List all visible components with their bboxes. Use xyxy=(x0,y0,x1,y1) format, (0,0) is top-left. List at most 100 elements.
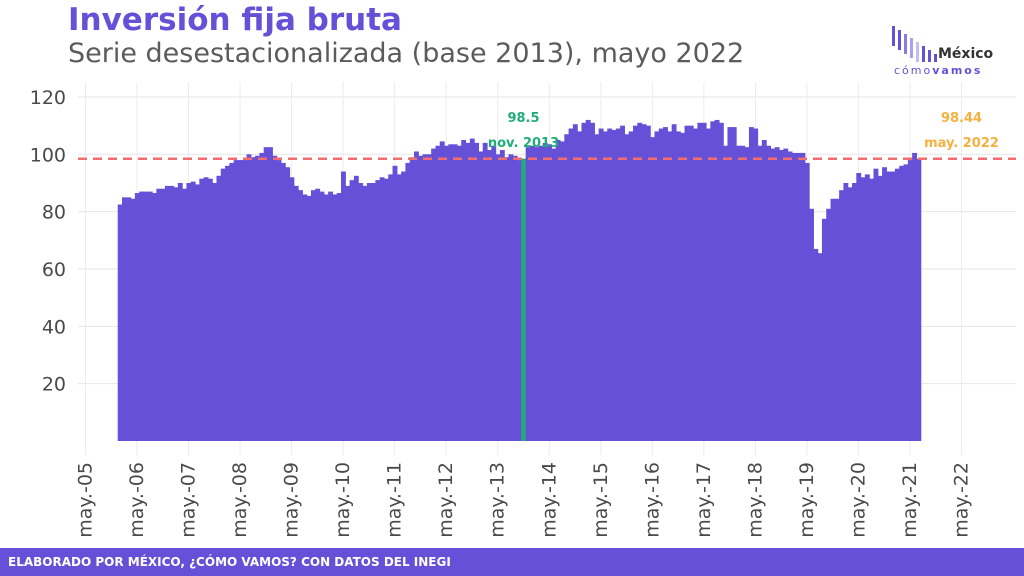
bar-chart: 98.5 nov. 2013 98.44 may. 2022 20 40 60 80 100 12… xyxy=(30,82,1016,538)
chart-bar xyxy=(482,142,488,441)
chart-bar xyxy=(512,155,518,441)
chart-bar xyxy=(237,160,243,441)
chart-bar xyxy=(534,147,540,442)
chart-bar xyxy=(422,154,428,441)
chart-bar xyxy=(577,131,583,441)
chart-bar xyxy=(628,131,634,441)
chart-bar xyxy=(259,152,265,441)
chart-bar xyxy=(568,128,574,441)
chart-bar xyxy=(650,137,656,441)
chart-bar xyxy=(873,168,879,442)
x-tick-label: may.-20 xyxy=(847,462,869,538)
chart-bar xyxy=(491,145,497,442)
annotation-value: 98.44 xyxy=(941,111,982,126)
chart-bar xyxy=(177,183,183,441)
chart-bar xyxy=(894,168,900,442)
chart-subtitle: Serie desestacionalizada (base 2013), ma… xyxy=(68,38,745,69)
chart-bar xyxy=(220,168,226,442)
logo-sub-light: cómo xyxy=(894,64,933,77)
chart-bar xyxy=(117,204,123,441)
chart-bar xyxy=(414,151,419,441)
chart-bar xyxy=(680,132,686,441)
chart-bar xyxy=(465,142,471,441)
chart-bar xyxy=(426,154,432,441)
chart-bar xyxy=(452,144,458,442)
chart-bar xyxy=(195,184,200,441)
x-tick-label: may.-16 xyxy=(641,462,663,538)
chart-bar xyxy=(727,127,733,441)
chart-bar xyxy=(345,185,351,441)
chart-bar xyxy=(710,121,716,442)
chart-bar xyxy=(856,172,862,441)
chart-bar xyxy=(255,155,261,441)
chart-bar xyxy=(783,148,789,441)
logo-sub-bold: vamos xyxy=(932,64,983,77)
chart-bar xyxy=(383,178,389,441)
chart-bar xyxy=(212,183,218,441)
chart-bar xyxy=(152,193,157,441)
x-tick-label: may.-10 xyxy=(332,462,354,538)
chart-bar xyxy=(439,141,445,441)
chart-bar xyxy=(779,150,784,441)
chart-bar xyxy=(371,183,376,441)
chart-bar xyxy=(843,183,849,441)
chart-bar xyxy=(186,183,192,441)
chart-bar xyxy=(663,127,668,441)
chart-bar xyxy=(517,160,522,441)
x-tick-label: may.-22 xyxy=(951,462,973,538)
chart-bar xyxy=(293,185,299,441)
chart-bar xyxy=(139,191,145,441)
chart-bar xyxy=(877,175,883,441)
chart-bar xyxy=(864,174,870,441)
chart-bar xyxy=(233,160,239,441)
chart-bar xyxy=(147,191,153,441)
chart-bar xyxy=(156,188,162,441)
chart-bar xyxy=(740,145,746,442)
chart-bar xyxy=(469,138,475,441)
chart-bar xyxy=(800,152,806,441)
chart-bar xyxy=(615,128,621,441)
chart-bar xyxy=(353,175,359,441)
logo-bars-icon xyxy=(892,26,937,62)
chart-bar xyxy=(508,154,514,441)
chart-bar xyxy=(349,180,355,441)
chart-bar xyxy=(761,140,767,441)
chart-bar xyxy=(598,128,604,441)
chart-bar xyxy=(306,195,312,441)
x-tick-label: may.-15 xyxy=(590,462,612,538)
chart-bar xyxy=(538,145,544,442)
chart-bar xyxy=(474,142,480,441)
chart-bar xyxy=(362,185,368,441)
chart-bar xyxy=(714,119,720,442)
chart-bar xyxy=(723,145,729,442)
chart-bar xyxy=(336,193,342,441)
chart-bar xyxy=(817,253,823,441)
chart-bar xyxy=(525,147,531,442)
chart-bar xyxy=(207,178,213,441)
chart-bar xyxy=(912,152,918,441)
mexico-como-vamos-logo: México cómovamos xyxy=(888,22,1008,82)
chart-bar xyxy=(834,198,840,441)
chart-bar xyxy=(736,145,741,442)
chart-bar xyxy=(495,154,501,441)
chart-bar xyxy=(250,157,256,441)
chart-bar xyxy=(645,125,651,442)
chart-bar xyxy=(882,167,887,442)
chart-bar xyxy=(199,178,205,441)
chart-bar xyxy=(319,191,325,441)
chart-bar xyxy=(203,177,209,441)
chart-bar xyxy=(392,165,398,442)
chart-bar xyxy=(809,208,814,441)
chart-bar xyxy=(654,131,660,441)
chart-bar xyxy=(886,171,892,441)
chart-bar xyxy=(542,142,548,441)
chart-bar xyxy=(839,190,845,441)
chart-bar xyxy=(246,154,252,441)
y-tick-label: 100 xyxy=(30,144,66,166)
x-tick-label: may.-19 xyxy=(796,462,818,538)
chart-bar xyxy=(706,128,711,441)
x-tick-label: may.-21 xyxy=(899,462,921,538)
chart-bar xyxy=(388,174,394,441)
x-tick-label: may.-09 xyxy=(281,462,303,538)
chart-bar xyxy=(590,122,595,442)
